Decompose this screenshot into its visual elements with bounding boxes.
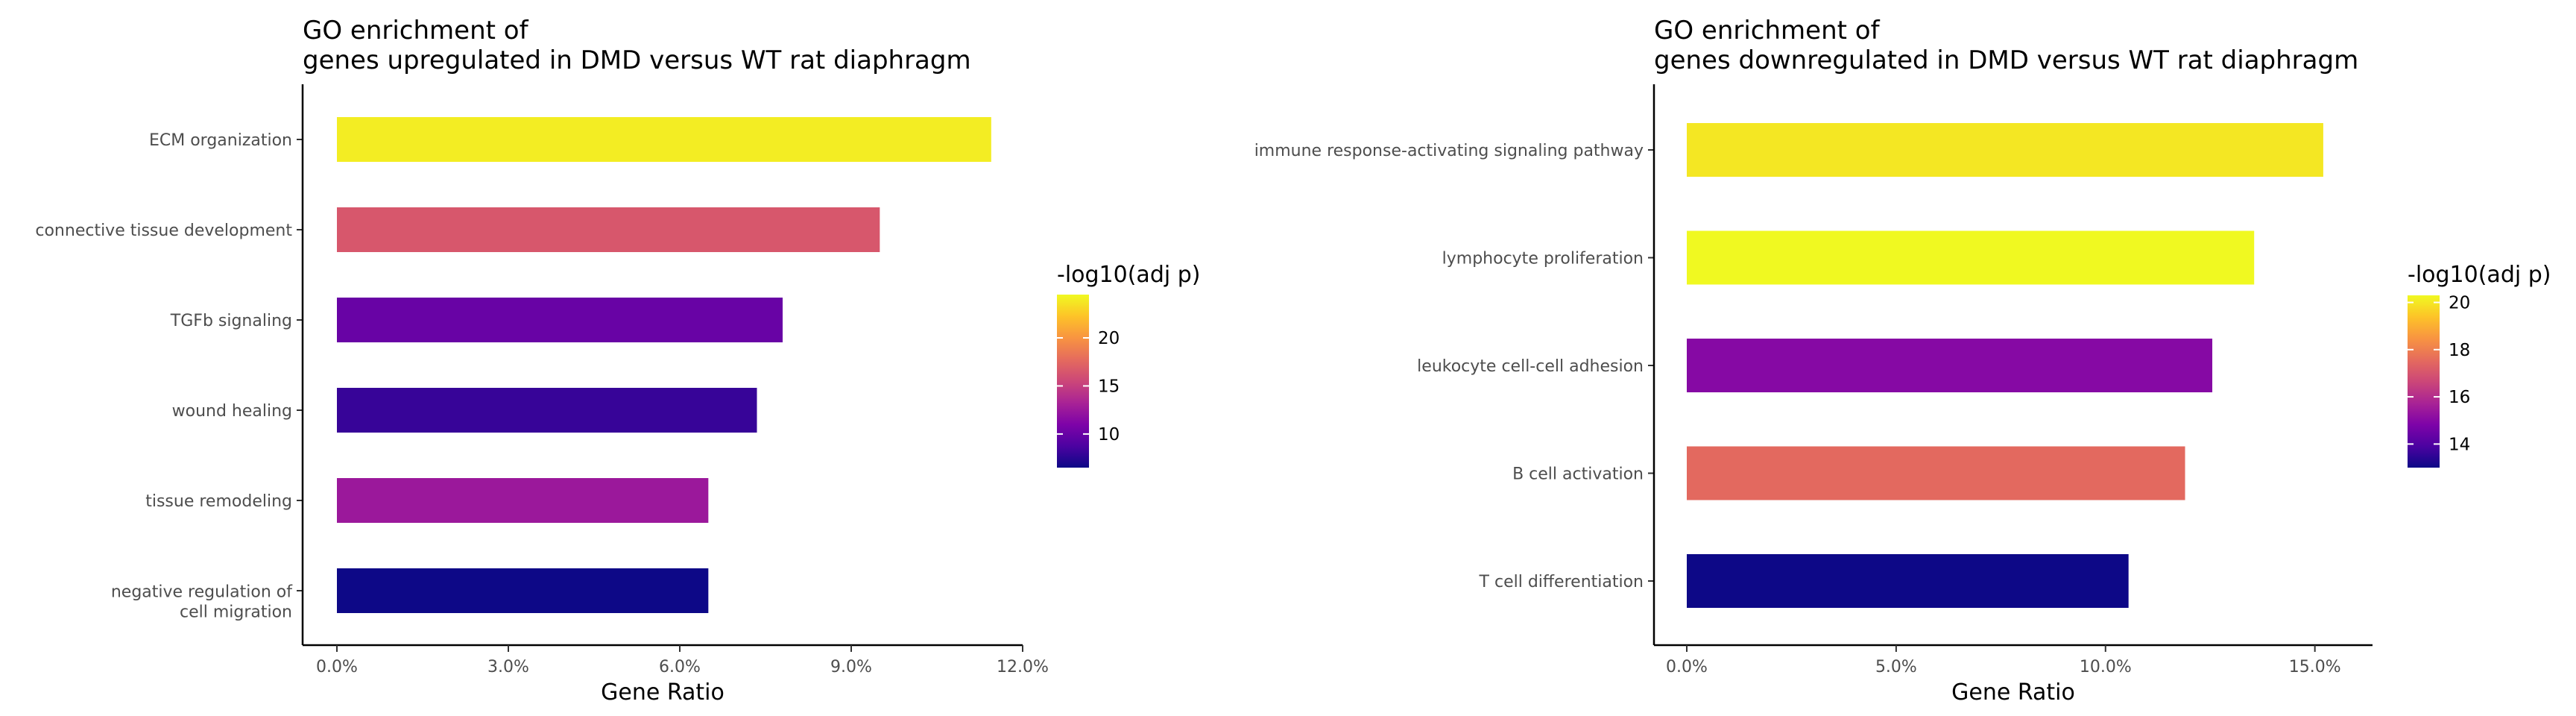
- bar: [1687, 339, 2213, 392]
- chart-title-line: GO enrichment of: [1654, 16, 1881, 45]
- x-tick-label: 15.0%: [2289, 658, 2341, 676]
- bar: [1687, 554, 2129, 608]
- x-tick-label: 12.0%: [997, 658, 1049, 676]
- bar: [337, 388, 757, 433]
- x-tick-label: 0.0%: [316, 658, 358, 676]
- bar: [1687, 123, 2323, 177]
- y-tick-label: immune response-activating signaling pat…: [1254, 142, 1644, 160]
- bar: [337, 117, 991, 162]
- x-tick-label: 9.0%: [830, 658, 872, 676]
- y-tick-label: tissue remodeling: [145, 492, 292, 511]
- legend-tick-label: 14: [2449, 435, 2470, 454]
- legend-tick-label: 15: [1098, 377, 1120, 396]
- x-tick-label: 0.0%: [1666, 658, 1708, 676]
- chart-title-line: genes upregulated in DMD versus WT rat d…: [303, 45, 971, 75]
- x-tick-label: 5.0%: [1875, 658, 1917, 676]
- y-tick-label: ECM organization: [149, 131, 292, 150]
- legend-title: -log10(adj p): [2408, 262, 2551, 288]
- y-tick-label: wound healing: [172, 402, 292, 421]
- legend-tick-label: 16: [2449, 388, 2470, 407]
- y-tick-label: cell migration: [180, 603, 292, 622]
- chart-title-line: genes downregulated in DMD versus WT rat…: [1654, 45, 2358, 75]
- legend-tick-label: 20: [2449, 293, 2470, 313]
- y-tick-label: TGFb signaling: [170, 312, 292, 330]
- x-tick-label: 6.0%: [659, 658, 701, 676]
- y-tick-label: B cell activation: [1512, 465, 1644, 484]
- y-tick-label: negative regulation of: [111, 583, 293, 602]
- legend-colorbar: [2408, 295, 2440, 468]
- chart-title-line: GO enrichment of: [303, 16, 529, 45]
- x-axis-label: Gene Ratio: [601, 679, 724, 706]
- legend-tick-label: 18: [2449, 341, 2470, 360]
- bar: [337, 568, 709, 613]
- bar: [337, 478, 709, 523]
- legend-tick-label: 10: [1098, 425, 1120, 445]
- bar: [1687, 446, 2185, 500]
- y-tick-label: leukocyte cell-cell adhesion: [1417, 357, 1644, 376]
- x-axis-label: Gene Ratio: [1951, 679, 2075, 706]
- y-tick-label: lymphocyte proliferation: [1442, 250, 1644, 268]
- y-tick-label: T cell differentiation: [1479, 573, 1644, 591]
- legend-tick-label: 20: [1098, 329, 1120, 348]
- bar: [337, 298, 783, 342]
- bar: [1687, 230, 2255, 285]
- x-tick-label: 10.0%: [2080, 658, 2132, 676]
- y-tick-label: connective tissue development: [35, 222, 292, 240]
- legend-title: -log10(adj p): [1057, 262, 1200, 288]
- x-tick-label: 3.0%: [487, 658, 529, 676]
- bar: [337, 207, 880, 252]
- legend-colorbar: [1057, 295, 1089, 468]
